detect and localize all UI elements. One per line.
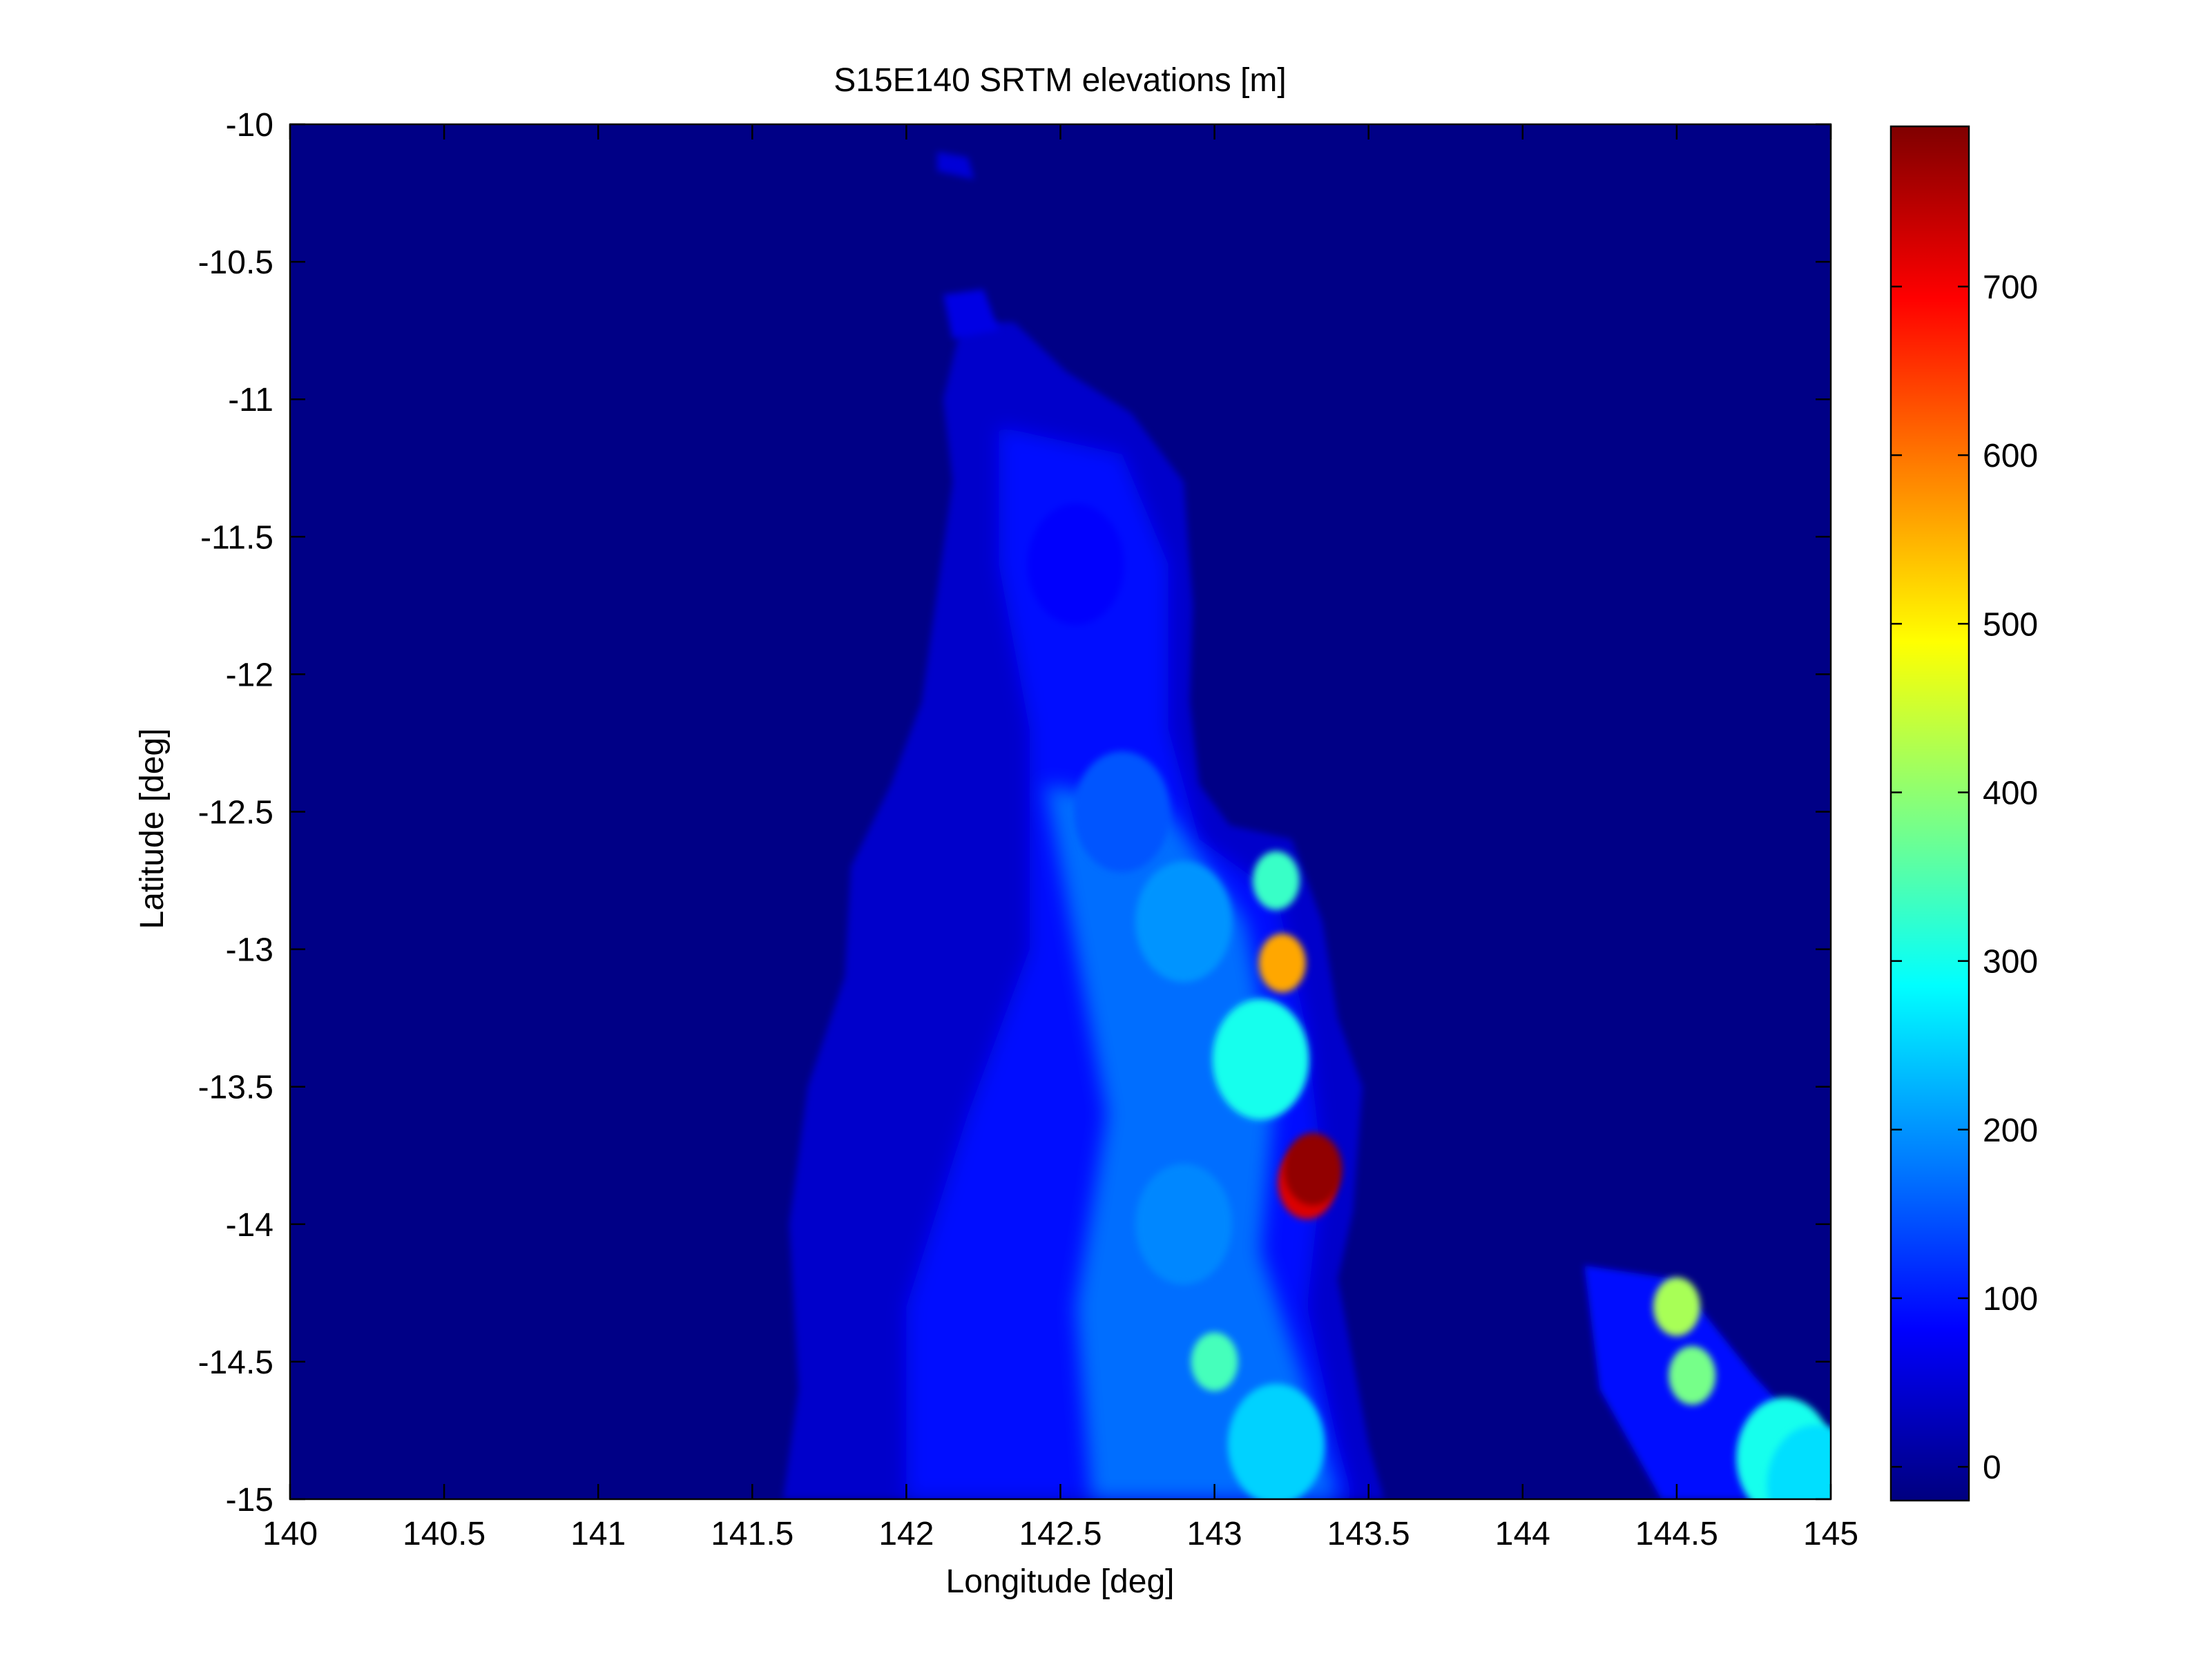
- x-tick-label: 142: [878, 1516, 934, 1552]
- elevation-feature: [1191, 1332, 1238, 1391]
- elevation-feature: [1252, 851, 1300, 910]
- x-axis: 140 140.5 141 141.5 142 142.5 143 143.5 144 144.5…: [262, 124, 1858, 1552]
- x-tick-label: 144: [1495, 1516, 1550, 1552]
- colorbar: 0 100 200 300 400 500 600 700: [1889, 125, 2038, 1502]
- elevation-feature: [1212, 999, 1309, 1120]
- y-tick-label: -10.5: [198, 244, 273, 281]
- y-tick-label: -10: [226, 107, 273, 144]
- colorbar-tick-label: 0: [1983, 1449, 2001, 1486]
- elevation-feature: [1668, 1346, 1716, 1405]
- x-tick-label: 140: [262, 1516, 318, 1552]
- colorbar-frame: [1889, 125, 1970, 1502]
- colorbar-tick-label: 300: [1983, 944, 2038, 981]
- x-tick-label: 141.5: [711, 1516, 794, 1552]
- highland: [1045, 784, 1338, 1499]
- x-tick-label: 144.5: [1635, 1516, 1718, 1552]
- y-axis: -10 -10.5 -11 -11.5 -12 -12.5 -13 -13.5 -14 -14.5…: [198, 107, 1831, 1519]
- y-tick-label: -11: [228, 382, 273, 418]
- elevation-feature: [1135, 1164, 1232, 1285]
- colorbar-tick-label: 400: [1983, 775, 2038, 811]
- terrain-layer: [782, 151, 1831, 1499]
- colorbar-tick-label: 700: [1983, 269, 2038, 306]
- elevation-feature: [1653, 1277, 1700, 1336]
- elevation-feature: [1767, 1425, 1831, 1499]
- colorbar-gradient: [1891, 126, 1969, 1501]
- elevation-feature: [1135, 861, 1232, 983]
- elevation-feature: [1027, 503, 1124, 625]
- x-tick-label: 143.5: [1327, 1516, 1410, 1552]
- colorbar-tick-label: 600: [1983, 438, 2038, 474]
- colorbar-tick-label: 200: [1983, 1112, 2038, 1149]
- x-tick-label: 142.5: [1019, 1516, 1102, 1552]
- heatmap-area: [289, 123, 1832, 1501]
- colorbar-ticks: 0 100 200 300 400 500 600 700: [1891, 269, 2038, 1486]
- elevation-feature: [1258, 934, 1306, 993]
- y-axis-label: Latitude [deg]: [134, 729, 171, 929]
- elevation-feature: [1073, 751, 1171, 872]
- island: [943, 289, 999, 339]
- y-tick-label: -11.5: [200, 519, 273, 556]
- y-tick-label: -12.5: [198, 795, 273, 831]
- y-tick-label: -12: [226, 657, 273, 693]
- colorbar-tick-label: 100: [1983, 1281, 2038, 1318]
- chart-title: S15E140 SRTM elevations [m]: [834, 62, 1286, 99]
- x-tick-label: 141: [570, 1516, 626, 1552]
- y-tick-label: -14: [226, 1207, 273, 1244]
- x-tick-label: 140.5: [403, 1516, 485, 1552]
- colorbar-tick-label: 500: [1983, 606, 2038, 643]
- x-tick-label: 143: [1187, 1516, 1242, 1552]
- y-tick-label: -13.5: [198, 1070, 273, 1106]
- island: [937, 151, 974, 180]
- x-axis-label: Longitude [deg]: [946, 1563, 1175, 1600]
- y-tick-label: -14.5: [198, 1344, 273, 1381]
- y-tick-label: -15: [226, 1482, 273, 1519]
- y-tick-label: -13: [226, 932, 273, 969]
- elevation-feature: [1227, 1383, 1325, 1499]
- x-tick-label: 145: [1803, 1516, 1858, 1552]
- elevation-feature: [1284, 1132, 1343, 1206]
